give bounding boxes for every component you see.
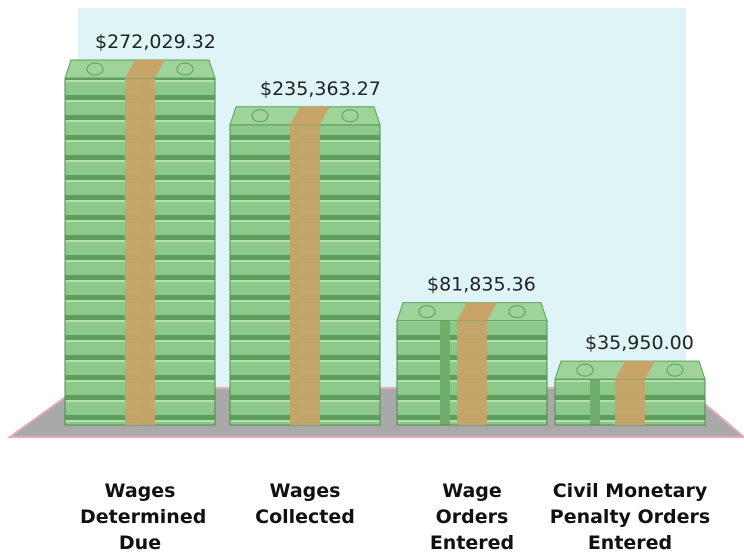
category-label: Wage Orders Entered	[412, 478, 532, 556]
category-label: Wages Determined Due	[80, 478, 200, 556]
chart-canvas: $272,029.32 $235,363.27 $81,835.36 $35,950.…	[0, 0, 744, 559]
value-label: $35,950.00	[585, 332, 694, 354]
chart: $272,029.32 $235,363.27 $81,835.36 $35,950.…	[0, 0, 744, 559]
value-label: $272,029.32	[95, 31, 216, 53]
value-label: $235,363.27	[260, 78, 381, 100]
strap	[615, 379, 645, 425]
strap	[290, 125, 320, 425]
category-label: Wages Collected	[245, 478, 365, 530]
strap	[457, 321, 487, 425]
strap	[125, 78, 155, 425]
category-label: Civil Monetary Penalty Orders Entered	[535, 478, 725, 556]
value-label: $81,835.36	[427, 274, 536, 296]
